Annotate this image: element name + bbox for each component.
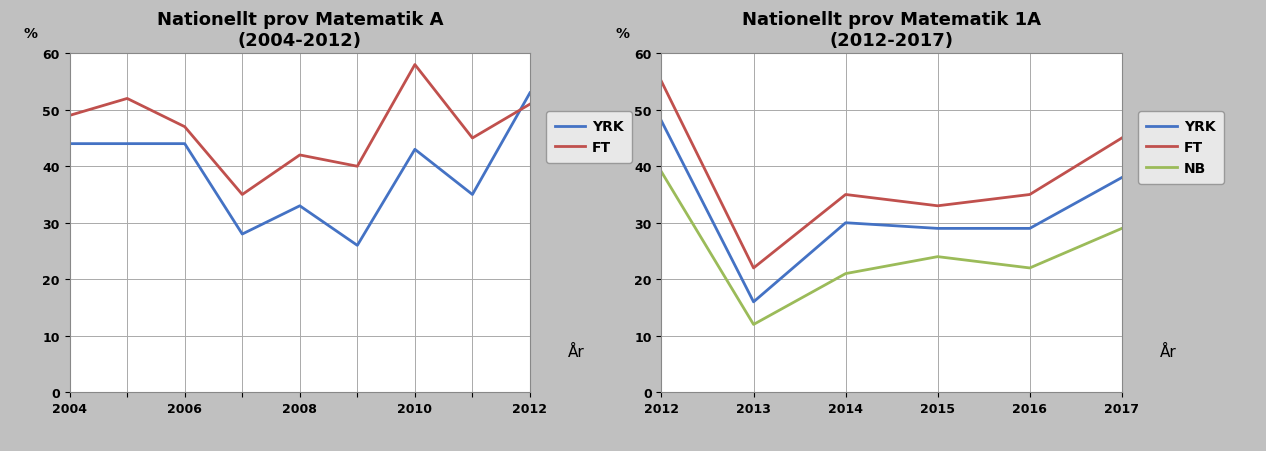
Title: Nationellt prov Matematik 1A
(2012-2017): Nationellt prov Matematik 1A (2012-2017) <box>742 11 1041 50</box>
Text: %: % <box>615 27 629 41</box>
Text: %: % <box>24 27 38 41</box>
Text: År: År <box>567 344 585 359</box>
Title: Nationellt prov Matematik A
(2004-2012): Nationellt prov Matematik A (2004-2012) <box>157 11 443 50</box>
Text: År: År <box>1160 344 1176 359</box>
Legend: YRK, FT, NB: YRK, FT, NB <box>1138 112 1224 184</box>
Legend: YRK, FT: YRK, FT <box>546 112 632 163</box>
